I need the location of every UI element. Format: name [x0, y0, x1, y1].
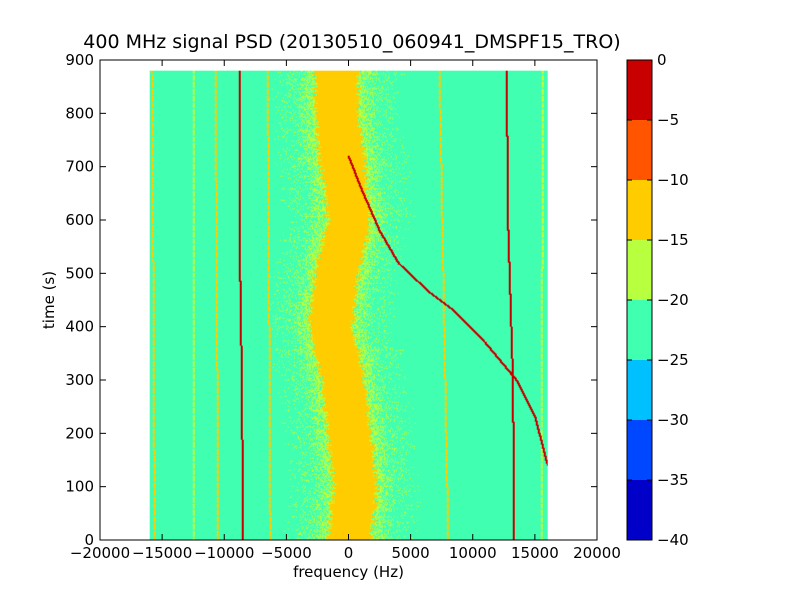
colorbar-bands: [627, 60, 652, 540]
y-tick-label: 200: [65, 424, 94, 442]
colorbar-band: [627, 60, 652, 120]
y-tick-label: 600: [65, 211, 94, 229]
x-tick-label: 15000: [511, 544, 559, 562]
y-axis-ticks: 0 100 200 300 400 500 600 700 800 900: [65, 51, 597, 549]
y-tick-label: 400: [65, 318, 94, 336]
y-tick-label: 800: [65, 104, 94, 122]
colorbar-tick-label: 0: [657, 51, 667, 69]
colorbar-ticks: 0 −5 −10 −15 −20 −25 −30 −35 −40: [627, 51, 689, 549]
x-axis-label: frequency (Hz): [293, 563, 404, 581]
chart-title: 400 MHz signal PSD (20130510_060941_DMSP…: [83, 31, 620, 53]
plot-frame: [99, 59, 598, 541]
x-tick-label: −20000: [70, 544, 130, 562]
colorbar-band: [627, 180, 652, 240]
colorbar: 0 −5 −10 −15 −20 −25 −30 −35 −40: [626, 51, 689, 549]
y-tick-label: 500: [65, 264, 94, 282]
x-tick-label: −5000: [261, 544, 312, 562]
colorbar-tick-label: −5: [657, 111, 679, 129]
colorbar-tick-label: −20: [657, 291, 689, 309]
colorbar-tick-label: −35: [657, 471, 689, 489]
y-tick-label: 100: [65, 478, 94, 496]
y-tick-label: 300: [65, 371, 94, 389]
colorbar-band: [627, 360, 652, 420]
colorbar-band: [627, 480, 652, 540]
colorbar-band: [627, 300, 652, 360]
x-tick-label: −10000: [194, 544, 254, 562]
x-tick-label: 10000: [449, 544, 497, 562]
y-tick-label: 0: [84, 531, 94, 549]
x-axis-ticks: −20000 −15000 −10000 −5000 0 5000 10000 15000 20…: [70, 60, 621, 562]
colorbar-tick-label: −15: [657, 231, 689, 249]
x-tick-label: 5000: [392, 544, 430, 562]
y-tick-label: 700: [65, 158, 94, 176]
x-tick-label: 0: [344, 544, 354, 562]
x-tick-label: 20000: [573, 544, 621, 562]
colorbar-band: [627, 120, 652, 180]
colorbar-band: [627, 240, 652, 300]
y-axis-label: time (s): [40, 271, 58, 329]
colorbar-tick-label: −30: [657, 411, 689, 429]
plot-area: −20000 −15000 −10000 −5000 0 5000 10000 15000 20…: [65, 51, 621, 562]
colorbar-tick-label: −40: [657, 531, 689, 549]
y-tick-label: 900: [65, 51, 94, 69]
colorbar-band: [627, 420, 652, 480]
colorbar-tick-label: −25: [657, 351, 689, 369]
x-tick-label: −15000: [132, 544, 192, 562]
colorbar-tick-label: −10: [657, 171, 689, 189]
psd-heatmap: [149, 70, 548, 540]
